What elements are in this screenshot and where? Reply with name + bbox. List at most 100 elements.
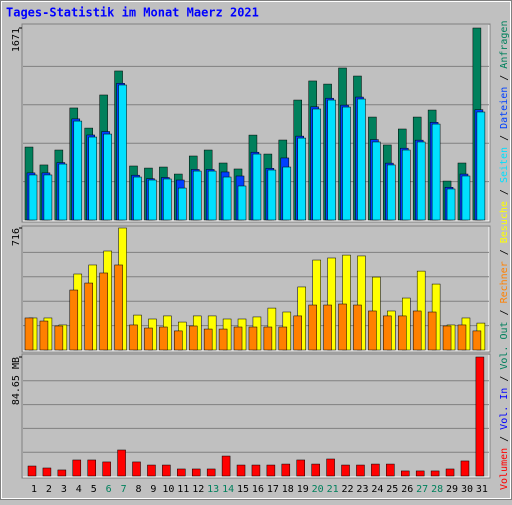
x-tick-label: 26 (401, 484, 413, 495)
bar (132, 461, 141, 477)
bar (338, 303, 347, 351)
bar (102, 461, 111, 477)
x-tick-label: 15 (237, 484, 249, 495)
bar (206, 468, 216, 477)
x-tick-label: 19 (297, 484, 309, 495)
bar (191, 468, 201, 477)
bar (430, 470, 440, 477)
legend-item: Volumen (499, 448, 510, 490)
bar (293, 315, 302, 351)
bar (282, 166, 292, 221)
legend-item: Dateien (499, 87, 510, 129)
legend-separator: / (499, 75, 510, 81)
plot-bevel (23, 227, 490, 352)
y-tick-label: 716 (11, 228, 22, 246)
bar (236, 464, 246, 477)
bar (357, 98, 366, 221)
bar (147, 464, 156, 477)
bar (353, 304, 362, 351)
bar (192, 170, 202, 221)
bar (356, 464, 365, 477)
bar (401, 470, 410, 477)
x-tick-label: 5 (91, 484, 97, 495)
bar (472, 330, 482, 351)
bar (163, 178, 172, 221)
bar (415, 470, 425, 477)
bar (203, 328, 213, 351)
bar (398, 315, 407, 351)
bar (84, 282, 93, 351)
bar (263, 326, 273, 351)
x-tick-label: 16 (252, 484, 264, 495)
x-tick-label: 20 (312, 484, 324, 495)
x-tick-label: 28 (431, 484, 443, 495)
bar (42, 467, 52, 477)
bar (188, 325, 198, 351)
bar (278, 326, 288, 351)
x-tick-label: 3 (61, 484, 67, 495)
x-tick-label: 2 (46, 484, 52, 495)
bar (162, 464, 171, 477)
x-tick-label: 11 (177, 484, 189, 495)
bar (43, 174, 53, 221)
bar (308, 304, 317, 351)
bar (296, 459, 305, 477)
bar (58, 163, 68, 221)
bar (281, 463, 291, 477)
bar (87, 459, 96, 477)
bar (117, 449, 126, 477)
bar (24, 317, 34, 351)
bar (297, 137, 306, 221)
legend-item: Rechner (499, 261, 510, 303)
bar (327, 99, 336, 221)
bar (416, 141, 426, 221)
x-tick-label: 13 (207, 484, 219, 495)
bar (72, 459, 82, 477)
x-tick-label: 23 (356, 484, 368, 495)
bar (114, 264, 123, 351)
legend: Volumen / Vol. In / Vol. Out / Rechner / Besuche… (499, 21, 510, 490)
bar (129, 324, 138, 351)
plot-area (21, 353, 491, 479)
x-tick-label: 4 (76, 484, 82, 495)
bar (427, 311, 437, 351)
bar (57, 469, 67, 477)
bar (326, 458, 335, 477)
bar (233, 326, 243, 351)
bar (221, 455, 231, 477)
bar (267, 169, 277, 221)
y-tick-label: 84.65 MB (11, 357, 22, 405)
bar (174, 330, 183, 351)
x-tick-label: 31 (476, 484, 488, 495)
x-tick-label: 27 (416, 484, 428, 495)
bar (251, 464, 261, 477)
legend-separator: / (499, 376, 510, 382)
x-tick-label: 1 (31, 484, 37, 495)
bar (476, 111, 486, 221)
bar (207, 170, 217, 221)
bar (368, 310, 377, 351)
x-tick-label: 30 (461, 484, 473, 495)
plot-bevel (23, 355, 490, 478)
plot-bevel (23, 25, 490, 222)
legend-separator: / (499, 436, 510, 442)
bar (144, 327, 153, 351)
bar (412, 310, 422, 351)
bar (457, 324, 467, 351)
bar (99, 272, 108, 351)
y-tick-label: 1671 (11, 28, 22, 52)
x-tick-label: 21 (327, 484, 339, 495)
bar (54, 325, 64, 351)
legend-separator: / (499, 249, 510, 255)
legend-separator: / (499, 135, 510, 141)
bar (222, 176, 232, 221)
x-tick-label: 24 (371, 484, 383, 495)
legend-item: Vol. Out (499, 321, 510, 369)
legend-item: Seiten (499, 147, 510, 183)
bar (371, 463, 380, 477)
bar (103, 133, 112, 221)
bar (402, 149, 411, 221)
x-tick-label: 29 (446, 484, 458, 495)
